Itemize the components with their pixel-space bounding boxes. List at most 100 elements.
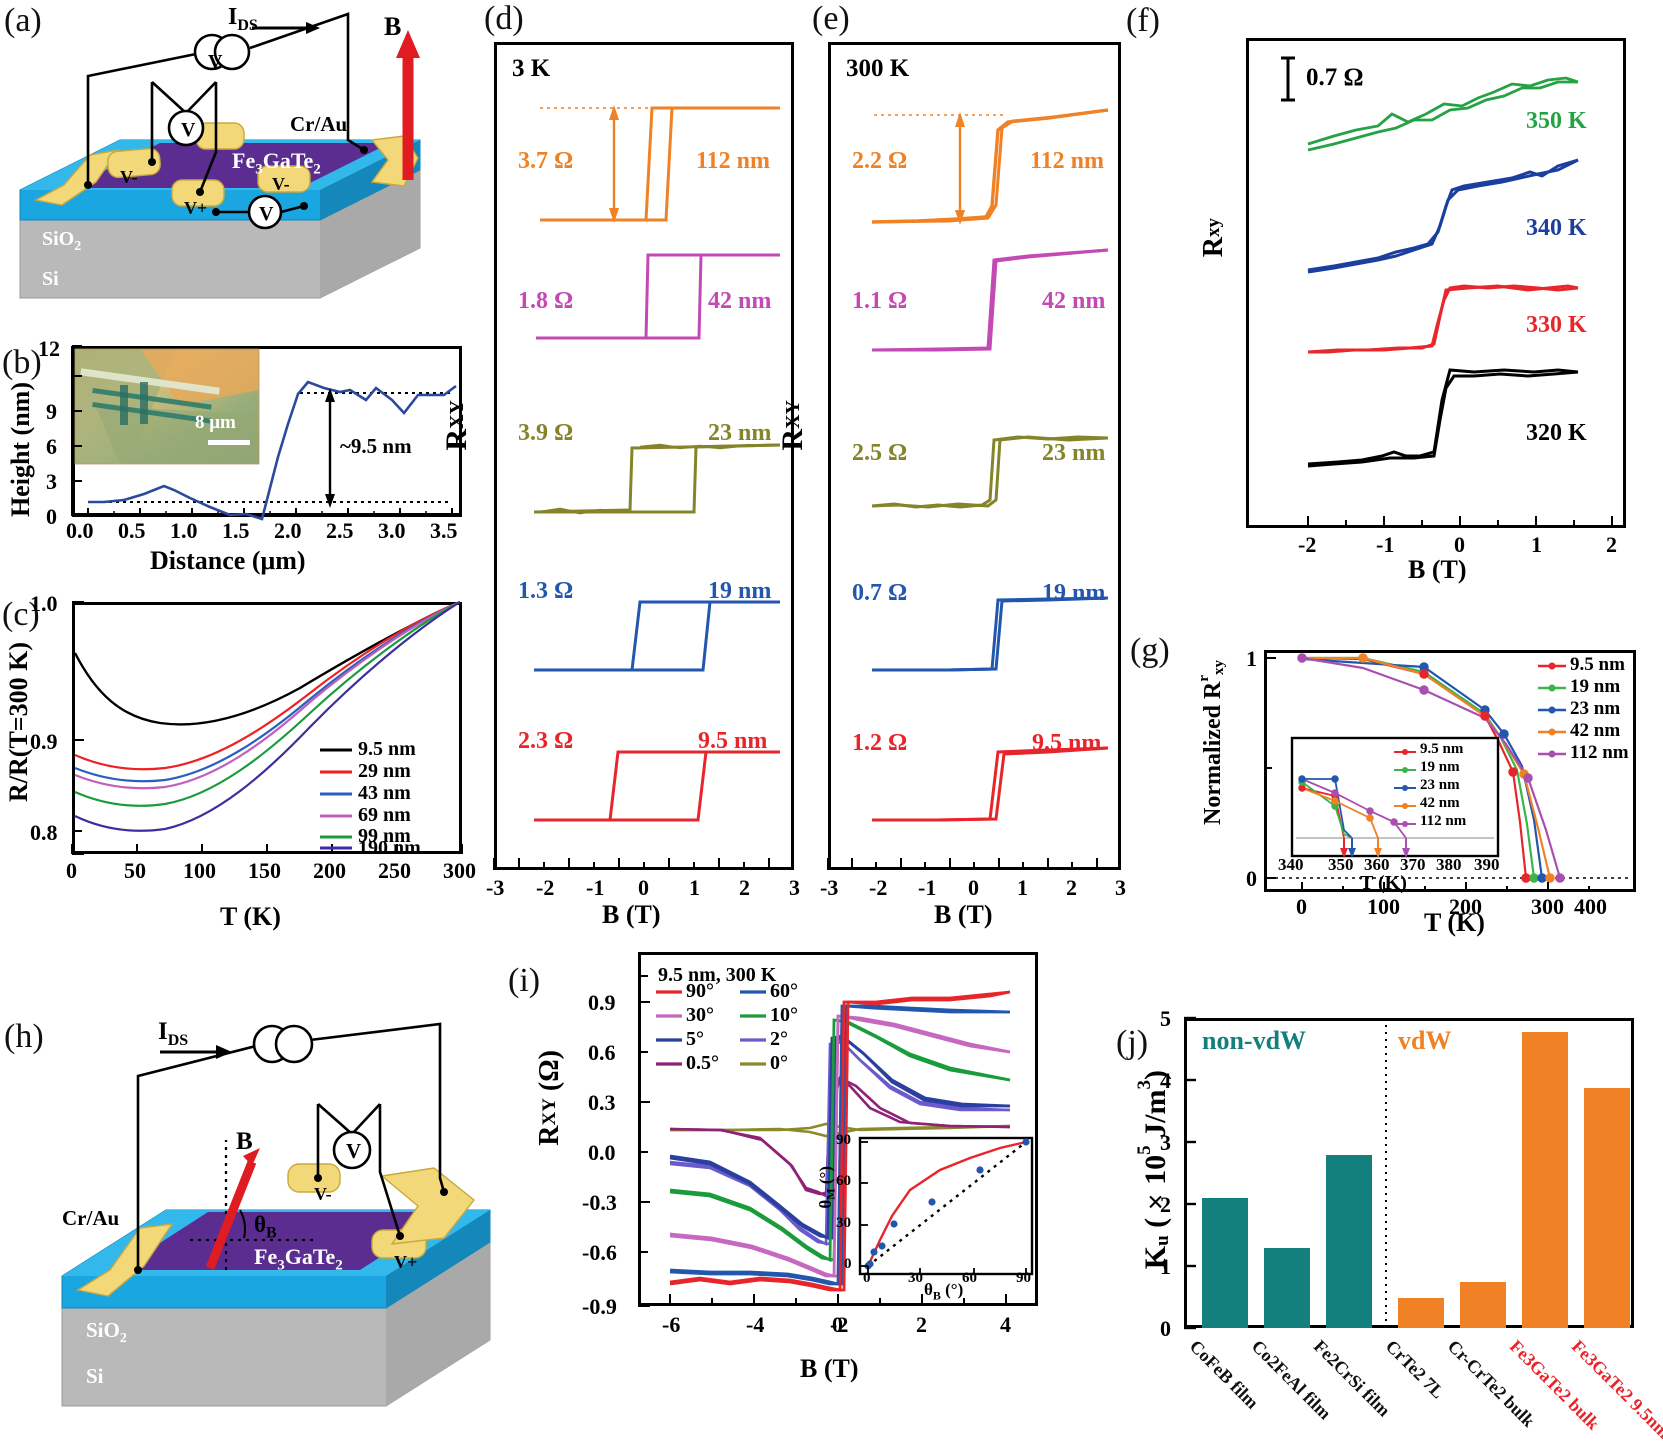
panel-b-ytick: 0 (46, 504, 57, 529)
panel-d-xtick: -2 (536, 875, 555, 900)
panel-g-inset-xtick: 390 (1474, 855, 1500, 874)
panel-g-inset-xlabel: T (K) (1360, 872, 1407, 894)
panel-i-inset-ylabel: θM (°) (816, 1166, 838, 1209)
panel-i-xtick: -6 (662, 1312, 681, 1337)
panel-f-scalebar-label: 0.7 Ω (1306, 64, 1364, 91)
panel-i-legend-item-0: 0° (770, 1052, 788, 1074)
panel-j-anisotropy-bar-chart: (j) Ku (×105 J/m3) non-vdW vdW 5 4 3 2 1… (1050, 940, 1663, 1442)
panel-i-inset-ytick: 30 (836, 1215, 851, 1231)
panel-d-temperature-label: 3 K (512, 55, 551, 82)
panel-d-trace-42nm (536, 253, 780, 340)
panel-e-thickness-112nm: 112 nm (1030, 148, 1105, 174)
panel-j-label: (j) (1116, 1024, 1149, 1061)
panel-g-normalized-remanent-hall: (g) Normalized Rrxy T (K) (1130, 590, 1663, 940)
voltmeter-symbol: V (346, 1139, 361, 1163)
cr-au-contacts (33, 122, 419, 207)
panel-i-xtick: -2 (830, 1312, 849, 1337)
panel-i-inset-ytick: 60 (836, 1173, 851, 1189)
panel-d-trace-23nm (533, 443, 781, 515)
panel-f-xtick: -1 (1376, 532, 1395, 557)
panel-e-trace-9p5nm (872, 746, 1109, 822)
panel-g-xtick: 200 (1449, 894, 1482, 919)
panel-e-amplitude-9p5nm: 1.2 Ω (852, 730, 908, 756)
panel-j-ytick: 3 (1160, 1130, 1171, 1155)
panel-i-ytick: 0.9 (588, 990, 616, 1015)
panel-i-angle-dependent-hall: (i) RXY (Ω) B (T) 9.5 nm, 300 K (500, 940, 1060, 1436)
panel-g-curve-23nm (1301, 657, 1544, 879)
panel-a-device-schematic: (a) (0, 0, 470, 330)
panel-b-xtick: 3.0 (378, 518, 406, 543)
panel-h-field-label: B (236, 1128, 253, 1155)
panel-d-thickness-42nm: 42 nm (708, 288, 772, 314)
panel-j-group-label-non-vdw: non-vdW (1202, 1026, 1307, 1055)
panel-d-xtick: 0 (638, 875, 649, 900)
panel-d-thickness-112nm: 112 nm (696, 148, 771, 174)
panel-d-amplitude-112nm: 3.7 Ω (518, 148, 574, 174)
panel-d-xtick: 1 (689, 875, 700, 900)
panel-d-amplitude-23nm: 3.9 Ω (518, 420, 574, 446)
panel-d-xtick: -3 (486, 875, 505, 900)
panel-g-inset (1290, 736, 1500, 858)
panel-i-xtick-zero: 0 (832, 1312, 843, 1337)
panel-e-xtick: -2 (869, 875, 888, 900)
panel-d-axis-ticks (493, 858, 770, 870)
panel-c-ytick: 0.8 (30, 820, 58, 845)
panel-i-ytick: 0.3 (588, 1090, 616, 1115)
panel-e-thickness-19nm: 19 nm (1042, 580, 1106, 606)
panel-g-xlabel: T (K) (1424, 908, 1485, 937)
panel-d-amplitude-9p5nm: 2.3 Ω (518, 728, 574, 754)
panel-e-trace-19nm (872, 596, 1109, 672)
panel-b-xtick: 0.0 (66, 518, 94, 543)
panel-f-trace-label-330k: 330 K (1526, 312, 1587, 338)
panel-c-xtick: 300 (443, 858, 476, 883)
panel-c-xtick: 50 (124, 858, 146, 883)
panel-c-xtick: 200 (313, 858, 346, 883)
panel-j-axis-ticks (1184, 1016, 1196, 1330)
panel-e-xlabel: B (T) (934, 900, 993, 929)
bar-cr-crte2-bulk (1460, 1282, 1506, 1328)
panel-g-legend-lines (1538, 662, 1566, 758)
panel-g-inset-legend-item: 23 nm (1420, 777, 1460, 793)
panel-i-trace-60deg (669, 1004, 1011, 1286)
panel-g-legend-item: 42 nm (1570, 720, 1621, 741)
panel-e-temperature-label: 300 K (846, 55, 910, 82)
panel-i-inset (858, 1136, 1034, 1276)
panel-j-group-label-vdw: vdW (1398, 1026, 1452, 1055)
panel-g-inset-xtick: 360 (1364, 855, 1390, 874)
panel-e-xtick: -3 (820, 875, 839, 900)
current-arrow (252, 22, 320, 34)
panel-d-amplitude-19nm: 1.3 Ω (518, 578, 574, 604)
panel-g-legend-item: 23 nm (1570, 698, 1621, 719)
panel-i-trace-90deg (669, 990, 1011, 1292)
panel-b-axis-ticks (71, 345, 462, 517)
panel-f-trace-label-350k: 350 K (1526, 108, 1587, 134)
panel-a-label: (a) (4, 2, 42, 39)
panel-i-inset-xtick: 60 (962, 1270, 977, 1286)
panel-i-xtick: 4 (1000, 1312, 1011, 1337)
panel-c-ytick: 0.9 (30, 729, 58, 754)
panel-b-xtick: 2.0 (274, 518, 302, 543)
panel-i-inset-xtick: 30 (908, 1270, 923, 1286)
panel-a-current-label: IDS (228, 4, 258, 34)
panel-f-trace-350k (1307, 76, 1579, 152)
panel-c-legend-item: 9.5 nm (358, 738, 416, 760)
panel-g-legend-item: 9.5 nm (1570, 654, 1625, 675)
panel-e-thickness-42nm: 42 nm (1042, 288, 1106, 314)
panel-g-legend-item: 19 nm (1570, 676, 1621, 697)
panel-c-xtick: 0 (66, 858, 77, 883)
panel-g-markers (1297, 653, 1565, 883)
panel-a-oxide-label: SiO2 (42, 228, 82, 254)
panel-h-angle-device-schematic: (h) (0, 940, 510, 1436)
panel-f-trace-340k (1307, 158, 1579, 274)
panel-g-legend-item: 112 nm (1570, 742, 1629, 763)
panel-b-xlabel: Distance (μm) (150, 546, 306, 575)
panel-i-legend-item-0p5: 0.5° (686, 1052, 719, 1074)
panel-d-hall-loops-3k: (d) 3 K (470, 0, 810, 940)
panel-i-ytick: -0.3 (582, 1190, 617, 1215)
panel-e-xtick: 0 (968, 875, 979, 900)
bar-fe3gate2-bulk (1522, 1032, 1568, 1328)
panel-h-contact-label: Cr/Au (62, 1206, 120, 1230)
panel-c-curves (73, 600, 461, 832)
magnetic-field-angle-arrow (190, 1140, 318, 1270)
panel-c-legend-item: 99 nm (358, 825, 411, 847)
